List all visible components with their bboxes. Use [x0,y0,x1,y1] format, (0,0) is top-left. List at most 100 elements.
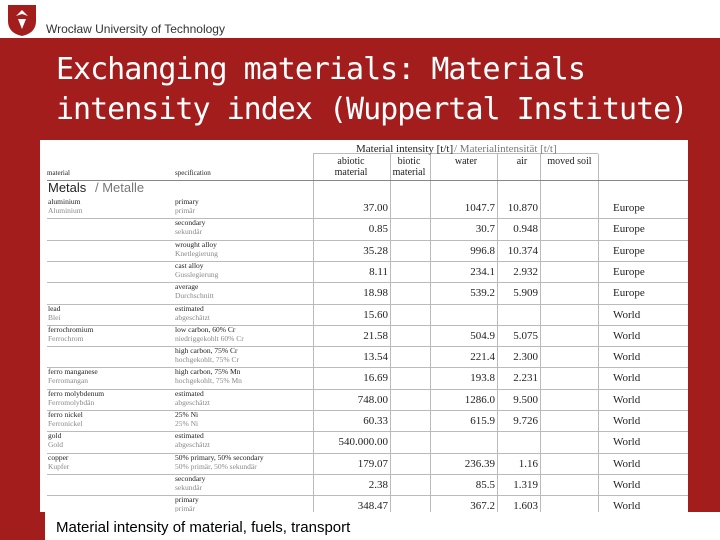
header-line [47,180,688,181]
logo [8,5,36,36]
column-line [497,154,498,512]
header-line [313,153,598,154]
region: World [613,372,641,385]
cell-value: 2.932 [513,265,538,278]
specification-de: Knetlegierung [175,248,218,258]
material-de: Gold [48,440,63,450]
row-line [47,218,688,220]
row-line [47,473,688,475]
row-line [47,495,688,497]
cell-value: 348.47 [357,500,388,513]
region: Europe [613,265,645,278]
header-bar: Wrocław University of Technology [0,0,720,38]
material-de: Ferromolybdän [48,397,95,407]
region: World [613,329,641,342]
region: World [613,351,641,364]
region: World [613,478,641,491]
cell-value: 35.28 [363,244,388,257]
specification: estimated [175,388,204,398]
cell-value: 18.98 [363,287,388,300]
specification: low carbon, 60% Cr [175,324,236,334]
cell-value: 21.58 [363,329,388,342]
cell-value: 221.4 [470,351,495,364]
specification-de: abgeschätzt [175,312,210,322]
cell-value: 5.909 [513,287,538,300]
row-line [47,431,688,433]
title: Exchanging materials: Materials [56,52,586,87]
cell-value: 30.7 [475,223,495,236]
cell-value: 60.33 [363,415,388,427]
cell-value: 1.603 [513,500,538,513]
cell-value: 2.38 [368,478,388,491]
group-header: / Materialintensität [t/t] [454,143,557,155]
specification-de: primär [175,206,195,215]
specification-de: Durchschnitt [175,291,214,301]
cell-value: 1286.0 [464,393,495,406]
material-de: Ferronickel [48,419,83,428]
specification: average [175,282,199,292]
cell-value: 179.07 [357,457,388,470]
material: ferro molybdenum [48,388,105,398]
region: Europe [613,244,645,257]
university: Wrocław University of Technology [46,22,225,36]
cell-value: 9.726 [513,415,538,427]
cell-value: 2.231 [513,372,538,385]
material: lead [48,303,61,313]
row-line [47,260,688,262]
cell-value: 996.8 [470,244,495,257]
column-header: biotic material [392,156,426,178]
cell-value: 1.319 [513,478,538,491]
specification-de: Gusslegierung [175,269,219,279]
material: ferro nickel [48,410,83,419]
cell-value: 0.948 [513,223,538,236]
specification: secondary [175,473,206,483]
specification-de: hochgekohlt, 75% Mn [175,376,242,386]
region: World [613,415,641,427]
region: World [613,500,641,513]
cell-value: 615.9 [470,415,495,427]
region: World [613,457,641,470]
cell-value: 0.85 [368,223,388,236]
specification: 25% Ni [175,410,199,419]
cell-value: 234.1 [470,265,495,278]
cell-value: 85.5 [475,478,495,491]
material-de: Kupfer [48,461,70,471]
cell-value: 539.2 [470,287,495,300]
cell-value: 1047.7 [464,202,495,214]
specification-de: 25% Ni [175,419,199,428]
cell-value: 5.075 [513,329,538,342]
cell-value: 540.000.00 [338,436,389,449]
specification: primary [175,197,199,206]
specification-de: sekundär [175,482,203,492]
column-line [540,154,541,512]
specification-de: abgeschätzt [175,440,210,450]
specification: 50% primary, 50% secondary [175,452,264,462]
cell-value: 15.60 [363,308,388,321]
table: Material intensity [t/t] / Materialintens… [40,140,688,518]
column-header: specification [175,169,211,177]
cell-value: 10.374 [507,244,538,257]
material: aluminium [48,197,81,206]
material-de: Aluminium [48,206,83,215]
cell-value: 2.300 [513,351,538,364]
cell-value: 8.11 [369,265,388,278]
column-line [313,154,314,512]
specification-de: 50% primär, 50% sekundär [175,461,257,471]
cell-value: 9.500 [513,393,538,406]
region: Europe [613,202,645,214]
cell-value: 236.39 [464,457,495,470]
row-line [47,324,688,326]
cell-value: 16.69 [363,372,388,385]
specification: high carbon, 75% Cr [175,346,238,356]
specification: secondary [175,218,206,228]
material-de: Ferromangan [48,376,88,386]
material: gold [48,431,62,441]
column-line [390,154,391,512]
row-line [47,367,688,369]
specification: wrought alloy [175,239,217,249]
cell-value: 1.16 [518,457,538,470]
specification-de: primär [175,504,195,514]
material: copper [48,452,69,462]
row-line [47,388,688,390]
column-line [598,154,599,512]
